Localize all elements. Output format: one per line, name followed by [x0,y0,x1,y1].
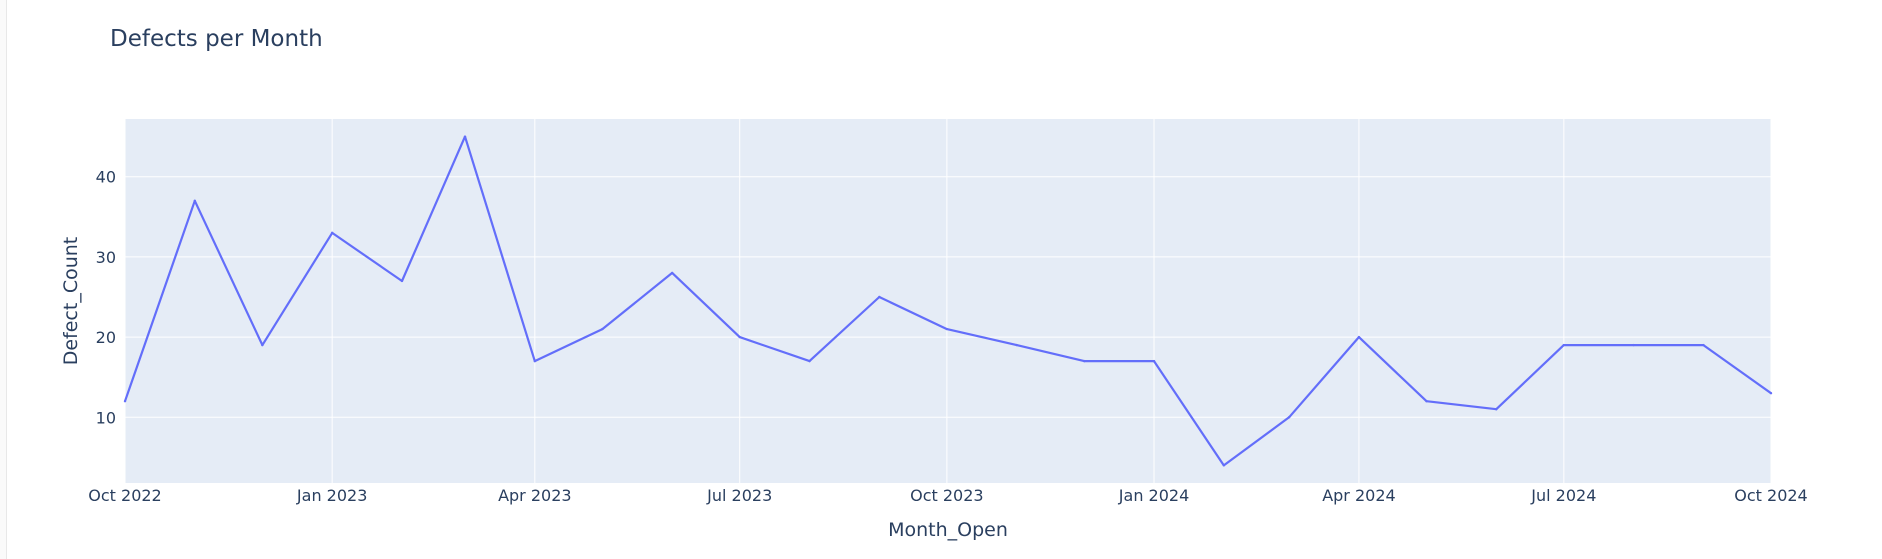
data-point [1769,392,1773,395]
x-tick-label: Oct 2024 [1734,486,1807,505]
data-point [601,327,604,331]
x-axis-title: Month_Open [888,519,1008,541]
data-point [1425,400,1428,403]
data-point [463,135,467,138]
data-point [1152,359,1156,363]
x-tick-label: Jul 2023 [706,486,772,505]
data-point [1015,343,1018,347]
x-tick-label: Oct 2022 [88,486,161,505]
data-point [261,343,264,347]
x-tick-label: Apr 2023 [498,486,571,505]
y-gridlines [125,176,1771,418]
window-left-edge [0,0,7,559]
x-tick-label: Apr 2024 [1322,486,1395,505]
x-tick-label: Jul 2024 [1530,486,1596,505]
data-point [533,359,537,363]
data-point [193,199,197,202]
series-points [123,135,1773,467]
x-tick-label: Jan 2023 [296,486,367,505]
y-tick-label: 30 [96,248,116,267]
y-tick-label: 20 [96,328,116,347]
y-tick-label: 10 [96,408,116,427]
plot-area [125,119,1771,483]
y-tick-labels: 10 20 30 40 [96,168,116,428]
data-point [123,400,127,403]
x-tick-label: Oct 2023 [910,486,983,505]
data-point [808,359,811,363]
data-point [1495,408,1498,411]
y-tick-label: 40 [96,168,116,187]
data-point [670,271,674,275]
data-point [878,295,881,299]
x-tick-label: Jan 2024 [1118,486,1189,505]
data-point [1632,343,1635,347]
data-point [1702,343,1705,347]
data-point [400,279,404,283]
data-point [945,327,949,331]
data-point [738,335,741,339]
data-point [1562,343,1566,347]
data-point [1287,416,1291,419]
chart-title: Defects per Month [110,26,323,52]
data-point [1222,464,1226,467]
x-tick-labels: Oct 2022 Jan 2023 Apr 2023 Jul 2023 Oct 2023… [88,486,1807,505]
data-point [1083,359,1086,363]
y-axis-title: Defect_Count [60,237,82,366]
data-point [330,231,334,235]
data-point [1357,335,1361,339]
x-gridlines [124,119,1772,483]
